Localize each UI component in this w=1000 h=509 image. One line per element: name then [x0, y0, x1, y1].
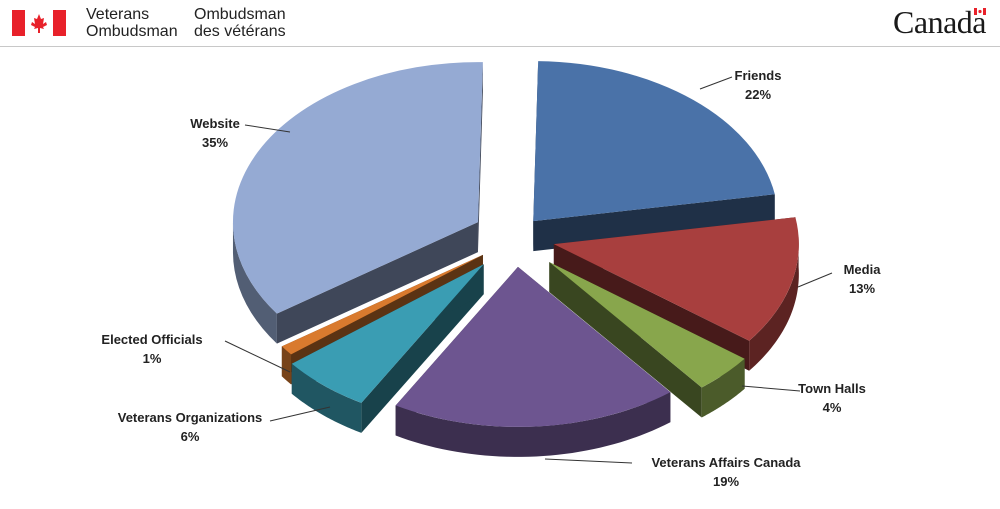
- site-header: Veterans Ombudsman Ombudsman des vétéran…: [0, 0, 1000, 47]
- pie-slice-veterans-organizations: [291, 264, 484, 433]
- slice-value-friends: 22%: [745, 87, 771, 102]
- pie-slice-website: [232, 62, 483, 344]
- leader-line-veterans-organizations: [269, 406, 331, 422]
- org-name-english: Veterans Ombudsman: [86, 6, 178, 40]
- pie-chart: Friends 22% Media 13% Town Halls 4% Veterans A…: [101, 61, 882, 489]
- slice-wall: [477, 62, 483, 253]
- org-fr-line1: Ombudsman: [194, 6, 286, 23]
- leader-line-elected-officials: [224, 340, 291, 373]
- slice-top: [549, 262, 745, 388]
- canada-wordmark: Canada: [893, 4, 986, 40]
- slice-top: [291, 264, 484, 403]
- slice-rim: [395, 392, 671, 457]
- slice-value-town-halls: 4%: [823, 400, 842, 415]
- slice-label-website: Website: [190, 116, 240, 131]
- slice-value-media: 13%: [849, 281, 875, 296]
- slice-top: [232, 62, 483, 314]
- slice-label-media: Media: [844, 262, 882, 277]
- leader-line-website: [244, 124, 291, 133]
- org-en-line2: Ombudsman: [86, 23, 178, 40]
- pie-slice-friends: [533, 61, 775, 252]
- slice-label-veterans-organizations: Veterans Organizations: [118, 410, 263, 425]
- org-fr-line2: des vétérans: [194, 23, 286, 40]
- slice-top: [553, 217, 799, 341]
- slice-top: [395, 266, 671, 427]
- slice-wall: [549, 262, 702, 418]
- slice-top: [533, 61, 775, 222]
- slice-value-elected-officials: 1%: [143, 351, 162, 366]
- wordmark-flag-icon: [974, 8, 986, 15]
- slice-wall: [533, 194, 775, 252]
- slice-rim: [701, 358, 745, 418]
- leader-line-veterans-affairs-canada: [544, 458, 633, 464]
- pie-slice-media: [553, 217, 799, 371]
- canada-flag-icon: [12, 10, 66, 36]
- slice-value-veterans-affairs-canada: 19%: [713, 474, 739, 489]
- slice-rim: [291, 363, 362, 433]
- slice-label-town-halls: Town Halls: [798, 381, 866, 396]
- leader-line-friends: [699, 76, 733, 90]
- org-name-french: Ombudsman des vétérans: [194, 6, 286, 40]
- org-en-line1: Veterans: [86, 6, 150, 23]
- slice-wall: [276, 222, 478, 344]
- slice-label-elected-officials: Elected Officials: [101, 332, 202, 347]
- pie-slice-veterans-affairs-canada: [395, 266, 671, 457]
- leader-line-town-halls: [741, 385, 801, 392]
- slice-value-veterans-organizations: 6%: [181, 429, 200, 444]
- pie-slice-town-halls: [549, 262, 745, 418]
- slice-rim: [749, 236, 799, 371]
- slice-top: [281, 254, 483, 355]
- leader-line-media: [797, 272, 833, 288]
- slice-rim: [281, 346, 292, 385]
- slice-value-website: 35%: [202, 135, 228, 150]
- slice-rim: [232, 222, 277, 344]
- slice-label-friends: Friends: [735, 68, 782, 83]
- slice-label-veterans-affairs-canada: Veterans Affairs Canada: [651, 455, 801, 470]
